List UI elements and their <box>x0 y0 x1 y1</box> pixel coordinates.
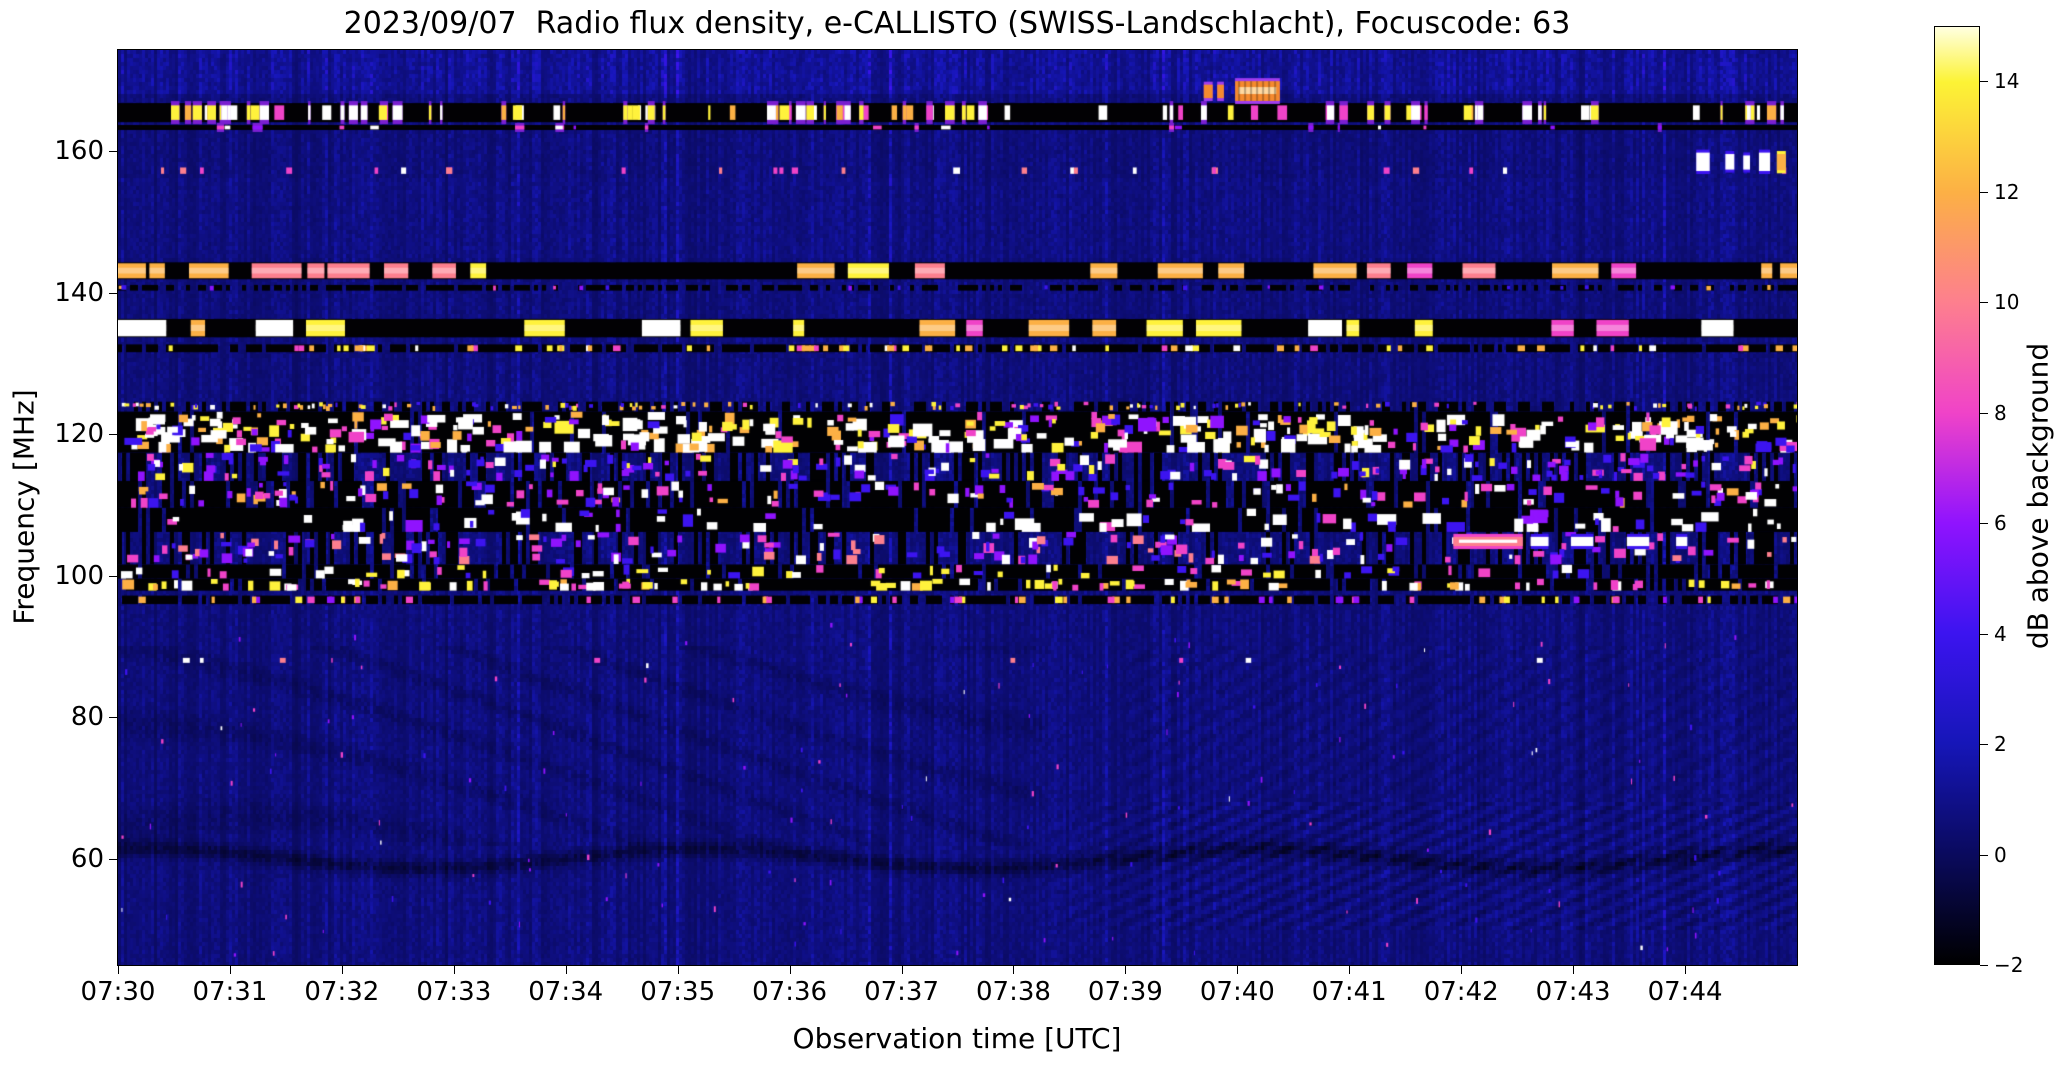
x-tick <box>565 965 567 974</box>
x-tick <box>118 965 119 974</box>
x-tick-label: 07:30 <box>80 977 156 1007</box>
x-tick-label: 07:35 <box>640 977 716 1007</box>
colorbar-tick <box>1980 412 1988 414</box>
y-tick-label: 120 <box>54 419 104 450</box>
x-tick <box>341 965 343 974</box>
x-tick-label: 07:39 <box>1087 977 1163 1007</box>
x-tick <box>1461 965 1463 974</box>
colorbar-tick <box>1980 523 1988 525</box>
x-axis-label: Observation time [UTC] <box>792 1022 1122 1055</box>
colorbar-tick <box>1980 633 1988 635</box>
x-tick-label: 07:33 <box>416 977 492 1007</box>
colorbar-tick <box>1980 191 1988 193</box>
colorbar-tick <box>1980 854 1988 856</box>
x-tick <box>1013 965 1015 974</box>
y-tick <box>109 575 118 577</box>
x-tick-label: 07:34 <box>528 977 604 1007</box>
y-tick <box>109 717 118 719</box>
x-tick <box>453 965 455 974</box>
y-tick <box>109 434 118 436</box>
colorbar-tick <box>1980 302 1988 304</box>
y-tick-label: 80 <box>70 702 104 733</box>
colorbar-tick-label: 10 <box>1994 290 2020 315</box>
colorbar-tick <box>1980 744 1988 746</box>
colorbar-tick <box>1980 81 1988 83</box>
y-tick-label: 140 <box>54 277 104 308</box>
x-tick <box>229 965 231 974</box>
y-tick <box>109 858 118 860</box>
y-tick <box>109 292 118 294</box>
x-tick-label: 07:37 <box>864 977 939 1007</box>
colorbar-label: dB above background <box>2021 342 2055 650</box>
x-tick-label: 07:44 <box>1647 977 1723 1007</box>
x-tick <box>1349 965 1351 974</box>
colorbar-tick-label: 2 <box>1994 732 2007 757</box>
y-tick-label: 100 <box>54 560 104 591</box>
colorbar-tick-label: 6 <box>1994 511 2007 536</box>
plot-area <box>117 49 1798 966</box>
colorbar-tick-label: 8 <box>1994 400 2007 425</box>
x-tick <box>901 965 903 974</box>
x-tick-label: 07:41 <box>1311 977 1387 1007</box>
spectrogram-canvas <box>118 50 1797 965</box>
x-tick-label: 07:43 <box>1535 977 1611 1007</box>
y-tick-label: 60 <box>70 843 104 874</box>
x-tick <box>789 965 791 974</box>
x-tick-label: 07:32 <box>304 977 380 1007</box>
colorbar-tick-label: 14 <box>1994 69 2020 94</box>
colorbar-tick-label: 4 <box>1994 621 2007 646</box>
y-tick <box>109 151 118 153</box>
x-tick <box>677 965 679 974</box>
x-tick-label: 07:40 <box>1199 977 1275 1007</box>
colorbar <box>1934 26 1980 965</box>
x-tick-label: 07:36 <box>752 977 828 1007</box>
y-tick-label: 160 <box>54 136 104 167</box>
x-tick-label: 07:38 <box>975 977 1051 1007</box>
colorbar-tick <box>1980 965 1988 966</box>
x-tick-label: 07:42 <box>1423 977 1499 1007</box>
x-tick <box>1685 965 1687 974</box>
colorbar-tick-label: −2 <box>1994 953 2024 977</box>
colorbar-tick-label: 12 <box>1994 179 2020 204</box>
colorbar-tick-label: 0 <box>1994 842 2007 867</box>
chart-title: 2023/09/07 Radio flux density, e-CALLIST… <box>343 6 1571 41</box>
x-tick <box>1573 965 1575 974</box>
x-tick <box>1125 965 1127 974</box>
x-tick-label: 07:31 <box>192 977 268 1007</box>
x-tick <box>1237 965 1239 974</box>
